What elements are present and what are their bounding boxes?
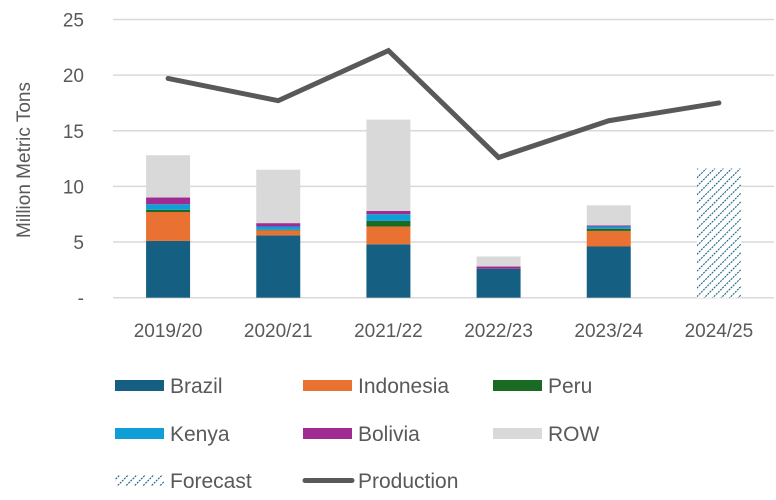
bar-peru-2020-21 — [256, 229, 301, 231]
bar-row-2020-21 — [256, 169, 301, 224]
legend-swatch — [303, 380, 352, 391]
bar-row-2023-24 — [586, 205, 631, 226]
legend-item-bolivia: Bolivia — [303, 423, 420, 446]
x-tick-label: 2022/23 — [464, 321, 533, 342]
legend-label: Production — [358, 470, 458, 493]
x-tick-label: 2021/22 — [354, 321, 423, 342]
legend-item-peru: Peru — [493, 375, 592, 398]
bar-brazil-2021-22 — [366, 244, 411, 298]
bar-kenya-2023-24 — [586, 226, 631, 229]
bar-bolivia-2022-23 — [476, 266, 521, 269]
legend: Brazil Indonesia Peru Kenya Bolivia ROW Foreca… — [115, 375, 600, 493]
x-tick-label: 2020/21 — [244, 321, 313, 342]
legend-swatch — [493, 380, 542, 391]
bar-kenya-2021-22 — [366, 214, 411, 221]
bars — [146, 119, 741, 298]
bar-row-2022-23 — [476, 256, 521, 267]
bar-bolivia-2023-24 — [586, 225, 631, 227]
y-tick-label: - — [78, 289, 84, 310]
x-tick-label: 2023/24 — [574, 321, 643, 342]
legend-label: Peru — [548, 375, 592, 398]
legend-label: Bolivia — [358, 423, 420, 446]
legend-label: ROW — [548, 423, 600, 446]
y-tick-label: 15 — [63, 122, 84, 143]
bar-peru-2019-20 — [146, 209, 191, 212]
bar-brazil-2020-21 — [256, 235, 301, 298]
bar-bolivia-2020-21 — [256, 223, 301, 227]
bar-kenya-2019-20 — [146, 204, 191, 210]
production-line — [165, 47, 722, 161]
legend-label: Indonesia — [358, 375, 449, 398]
bar-row-2021-22 — [366, 119, 411, 211]
bar-row-2019-20 — [146, 155, 191, 198]
legend-swatch — [115, 475, 164, 486]
legend-item-row: ROW — [493, 423, 600, 446]
bar-indonesia-2019-20 — [146, 211, 191, 241]
bar-brazil-2019-20 — [146, 240, 191, 298]
y-tick-label: 5 — [73, 233, 84, 254]
legend-label: Forecast — [170, 470, 252, 493]
y-tick-label: 20 — [63, 66, 84, 87]
legend-item-indonesia: Indonesia — [303, 375, 449, 398]
legend-item-production: Production — [302, 470, 458, 493]
x-tick-label: 2019/20 — [134, 321, 203, 342]
x-axis-ticks: 2019/20 2020/21 2021/22 2022/23 2023/24 2024/… — [134, 321, 754, 342]
legend-swatch — [115, 428, 164, 439]
bar-indonesia-2023-24 — [586, 230, 631, 247]
legend-swatch — [115, 380, 164, 391]
bar-bolivia-2019-20 — [146, 197, 191, 205]
legend-item-forecast: Forecast — [115, 470, 252, 493]
legend-swatch — [493, 428, 542, 439]
bar-brazil-2022-23 — [476, 268, 521, 298]
y-tick-label: 10 — [63, 177, 84, 198]
y-tick-label: 25 — [63, 10, 84, 31]
production-line-group — [165, 47, 722, 161]
bar-peru-2023-24 — [586, 228, 631, 231]
bar-kenya-2020-21 — [256, 226, 301, 230]
legend-label: Brazil — [170, 375, 223, 398]
gridlines — [113, 18, 774, 299]
bar-peru-2021-22 — [366, 220, 411, 227]
bar-brazil-2023-24 — [586, 246, 631, 298]
bar-forecast-2024-25 — [696, 168, 741, 298]
bar-indonesia-2020-21 — [256, 230, 301, 236]
x-tick-label: 2024/25 — [685, 321, 754, 342]
bar-bolivia-2021-22 — [366, 210, 411, 215]
bar-indonesia-2021-22 — [366, 226, 411, 245]
legend-label: Kenya — [170, 423, 230, 446]
y-axis-ticks: - 5 10 15 20 25 — [63, 10, 84, 309]
legend-item-kenya: Kenya — [115, 423, 230, 446]
legend-item-brazil: Brazil — [115, 375, 223, 398]
legend-swatch — [303, 428, 352, 439]
y-axis-label: Million Metric Tons — [14, 82, 35, 238]
